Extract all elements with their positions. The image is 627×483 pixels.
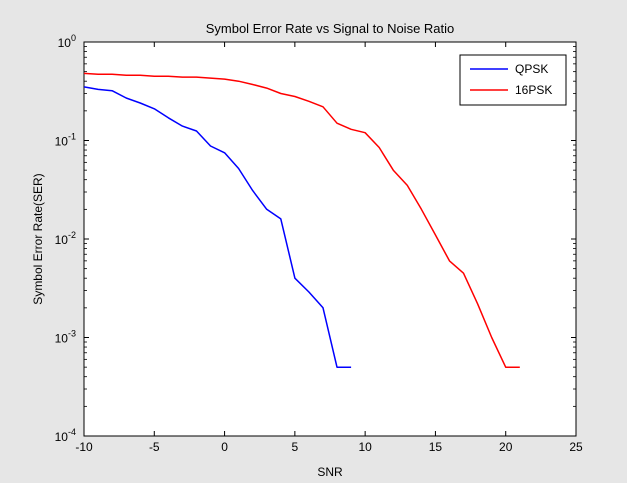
chart-title: Symbol Error Rate vs Signal to Noise Rat… <box>206 21 455 36</box>
series-line-qpsk <box>83 86 352 368</box>
legend-label-qpsk: QPSK <box>515 62 548 76</box>
y-tick-base: 10 <box>58 36 72 50</box>
y-tick-exponent: -4 <box>68 427 76 437</box>
series-line-16psk <box>83 72 520 368</box>
x-tick-label: 15 <box>429 440 443 454</box>
series-lines <box>83 72 520 368</box>
y-tick-label: 10-1 <box>55 132 76 149</box>
y-tick-base: 10 <box>55 233 69 247</box>
x-tick-label: -5 <box>149 440 160 454</box>
y-tick-exponent: -2 <box>68 230 76 240</box>
y-tick-label: 100 <box>58 33 76 50</box>
y-tick-label: 10-2 <box>55 230 76 247</box>
x-axis-label: SNR <box>317 465 343 479</box>
x-tick-label: 20 <box>499 440 513 454</box>
y-tick-exponent: -1 <box>68 132 76 142</box>
x-tick-label: 0 <box>221 440 228 454</box>
y-tick-base: 10 <box>55 135 69 149</box>
y-tick-base: 10 <box>55 430 69 444</box>
y-tick-base: 10 <box>55 332 69 346</box>
plot-area <box>83 41 577 437</box>
x-tick-label: -10 <box>75 440 93 454</box>
y-tick-label: 10-3 <box>55 329 76 346</box>
legend-box <box>459 54 567 106</box>
legend: QPSK 16PSK <box>459 54 567 106</box>
y-tick-exponent: -3 <box>68 329 76 339</box>
legend-label-16psk: 16PSK <box>515 83 552 97</box>
y-axis-label: Symbol Error Rate(SER) <box>31 173 45 304</box>
y-tick-label: 10-4 <box>55 427 76 444</box>
x-tick-label: 5 <box>292 440 299 454</box>
y-tick-exponent: 0 <box>71 33 76 43</box>
x-tick-label: 10 <box>358 440 372 454</box>
x-tick-label: 25 <box>569 440 583 454</box>
